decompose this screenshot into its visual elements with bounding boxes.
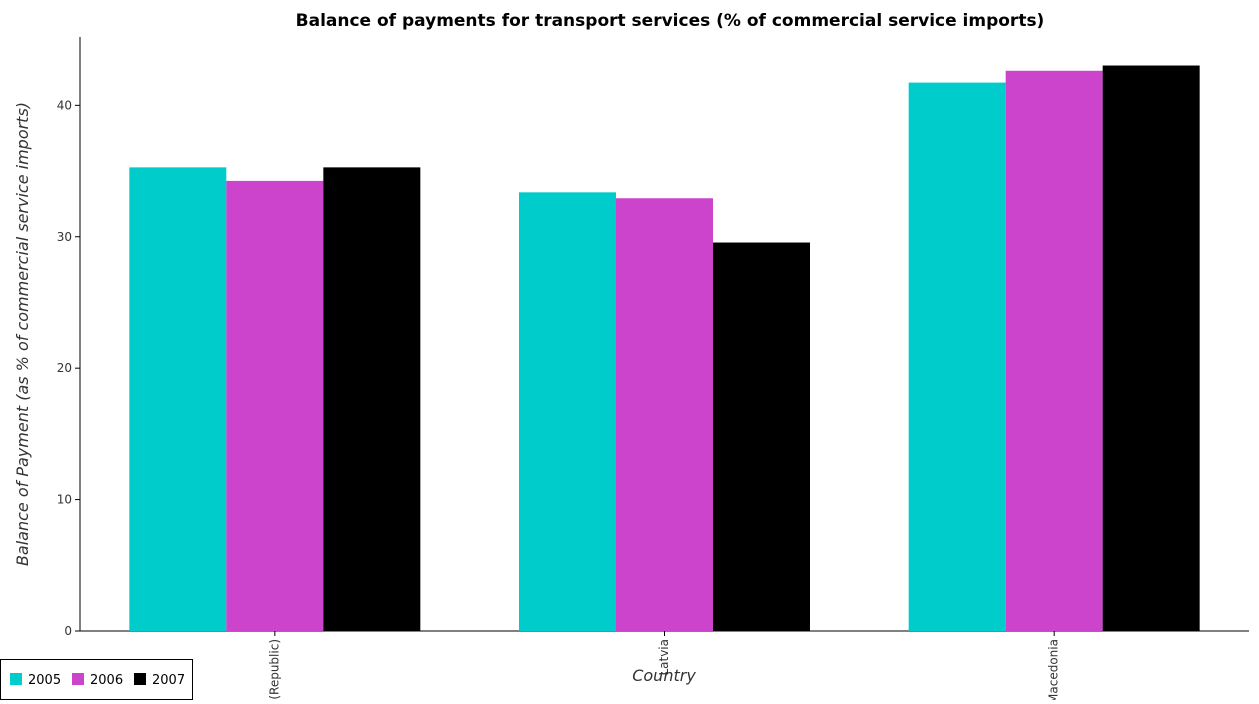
legend-label-2007: 2007: [152, 673, 185, 688]
legend-box: [0, 659, 193, 700]
y-ticks: 0 10 20 30 40: [57, 98, 80, 638]
y-tick-label: 30: [57, 230, 72, 244]
y-tick-label: 20: [57, 361, 72, 375]
legend-swatch-2005: [10, 673, 22, 685]
x-tick-label: Latvia: [657, 639, 671, 676]
bar-2005-2: [908, 82, 1006, 632]
y-tick-label: 40: [57, 98, 72, 112]
y-tick-label: 10: [57, 493, 72, 507]
legend-label-2005: 2005: [28, 673, 61, 688]
legend-items: 2005 2006 2007: [10, 673, 185, 688]
x-ticks: Korea (Republic) Latvia Macedonia: [267, 631, 1061, 704]
bar-2005-0: [129, 167, 227, 631]
bar-2007-2: [1102, 65, 1200, 631]
bar-2005-1: [519, 192, 616, 632]
bars-layer: [129, 65, 1200, 632]
bar-2007-1: [713, 242, 810, 631]
legend-swatch-2007: [134, 673, 146, 685]
y-axis-label: Balance of Payment (as % of commercial s…: [13, 102, 32, 566]
bar-2006-1: [616, 198, 713, 631]
bar-2006-2: [1005, 70, 1103, 631]
x-tick-label: Korea (Republic): [267, 639, 281, 700]
x-tick-label: Macedonia: [1047, 639, 1061, 700]
plot-area: 0 10 20 30 40 Korea (Republic) Latvia Macedoni…: [57, 37, 1249, 704]
bar-2006-0: [226, 180, 324, 631]
legend-swatch-2006: [72, 673, 84, 685]
legend: 2005 2006 2007: [0, 659, 193, 700]
chart-title: Balance of payments for transport servic…: [296, 11, 1045, 31]
legend-label-2006: 2006: [90, 673, 123, 688]
y-tick-label: 0: [64, 624, 72, 638]
x-axis-label: Country: [632, 666, 696, 685]
bar-2007-0: [323, 167, 421, 631]
